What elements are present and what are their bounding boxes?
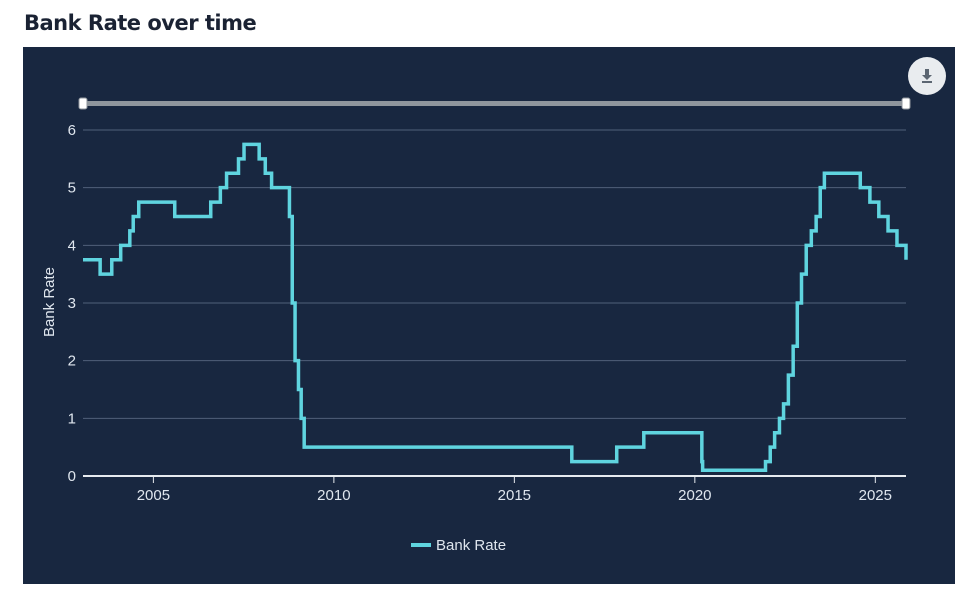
download-icon [922, 69, 932, 83]
legend[interactable]: Bank Rate [411, 537, 506, 554]
chart-panel [23, 47, 955, 584]
navigator-handle-right[interactable] [901, 97, 911, 110]
download-button[interactable] [908, 57, 946, 95]
navigator-handle-left[interactable] [78, 97, 88, 110]
legend-label: Bank Rate [436, 537, 506, 554]
page-title: Bank Rate over time [24, 11, 257, 35]
navigator-track[interactable] [83, 101, 906, 106]
range-navigator [78, 97, 911, 110]
